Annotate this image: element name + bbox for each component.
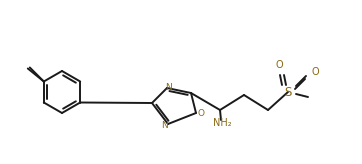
Text: NH₂: NH₂ — [213, 118, 231, 128]
Text: S: S — [284, 85, 292, 99]
Text: N: N — [161, 121, 168, 130]
Text: O: O — [275, 60, 283, 70]
Text: O: O — [198, 110, 205, 119]
Text: N: N — [165, 82, 171, 92]
Text: O: O — [311, 67, 319, 77]
